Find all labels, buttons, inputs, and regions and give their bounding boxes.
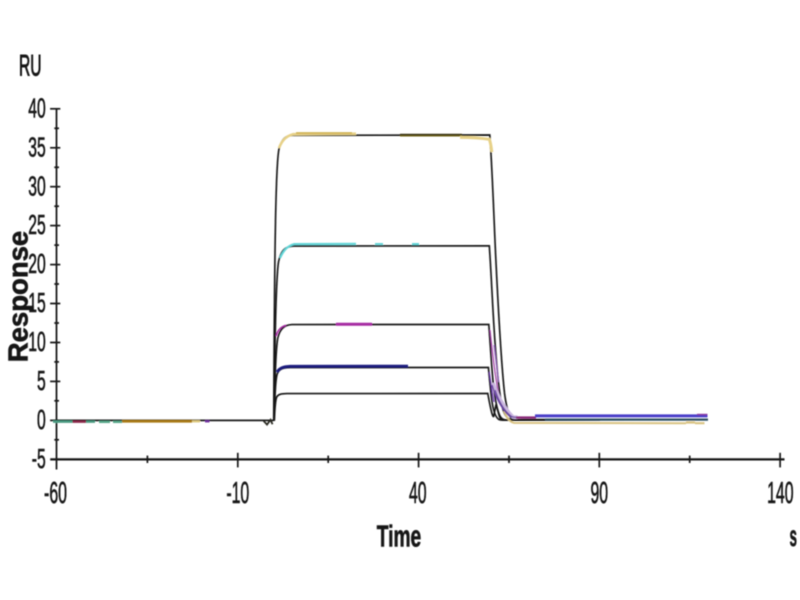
- svg-text:10: 10: [28, 327, 45, 358]
- svg-text:0: 0: [37, 404, 46, 435]
- svg-text:s: s: [789, 519, 797, 553]
- svg-text:-60: -60: [44, 477, 67, 511]
- svg-text:90: 90: [590, 477, 608, 511]
- svg-text:40: 40: [28, 93, 45, 124]
- svg-text:Response: Response: [2, 231, 33, 362]
- svg-text:40: 40: [409, 477, 427, 511]
- svg-text:RU: RU: [19, 49, 42, 83]
- svg-text:15: 15: [28, 288, 45, 319]
- svg-text:-5: -5: [32, 443, 46, 474]
- svg-text:140: 140: [767, 477, 793, 511]
- svg-text:30: 30: [28, 171, 45, 202]
- svg-text:Time: Time: [377, 520, 422, 554]
- svg-text:-10: -10: [226, 477, 249, 511]
- svg-text:35: 35: [28, 132, 45, 163]
- svg-text:5: 5: [37, 365, 46, 396]
- svg-text:20: 20: [28, 249, 45, 280]
- svg-text:25: 25: [28, 210, 45, 241]
